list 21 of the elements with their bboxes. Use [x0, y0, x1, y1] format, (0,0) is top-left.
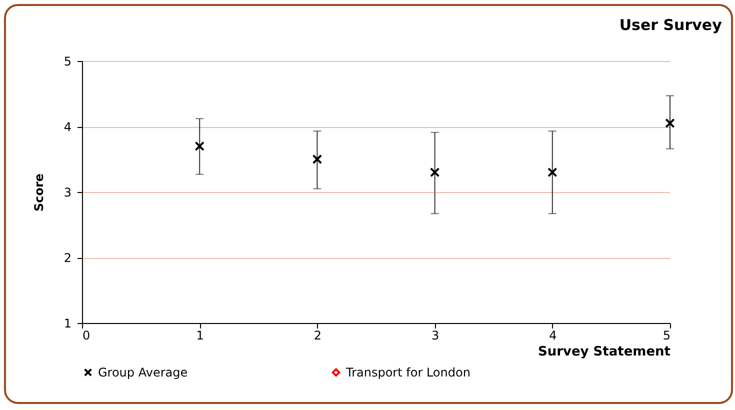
point: [548, 167, 558, 178]
point: [665, 118, 675, 128]
y-tick-label: 2: [64, 251, 72, 265]
y-tick-label: 4: [64, 120, 72, 134]
chart-title: User Survey: [619, 16, 722, 34]
y-tick-label: 3: [64, 186, 72, 200]
y-tick-label: 5: [64, 54, 72, 68]
point: [194, 141, 204, 152]
x-tick-label: 4: [549, 328, 557, 342]
y-axis-title: Score: [32, 173, 46, 212]
y-tick-label: 1: [64, 316, 72, 330]
point: [430, 167, 440, 178]
x-tick-label: 3: [431, 328, 440, 342]
x-axis-title: Survey Statement: [538, 344, 670, 360]
x-tick-label: 5: [662, 328, 670, 342]
x-tick-label: 1: [196, 328, 204, 342]
x-tick-label: 0: [82, 328, 90, 342]
legend-label: Group Average: [98, 365, 188, 380]
legend-label: Transport for London: [345, 365, 470, 380]
x-tick-label: 2: [314, 328, 322, 342]
point: [312, 154, 322, 164]
